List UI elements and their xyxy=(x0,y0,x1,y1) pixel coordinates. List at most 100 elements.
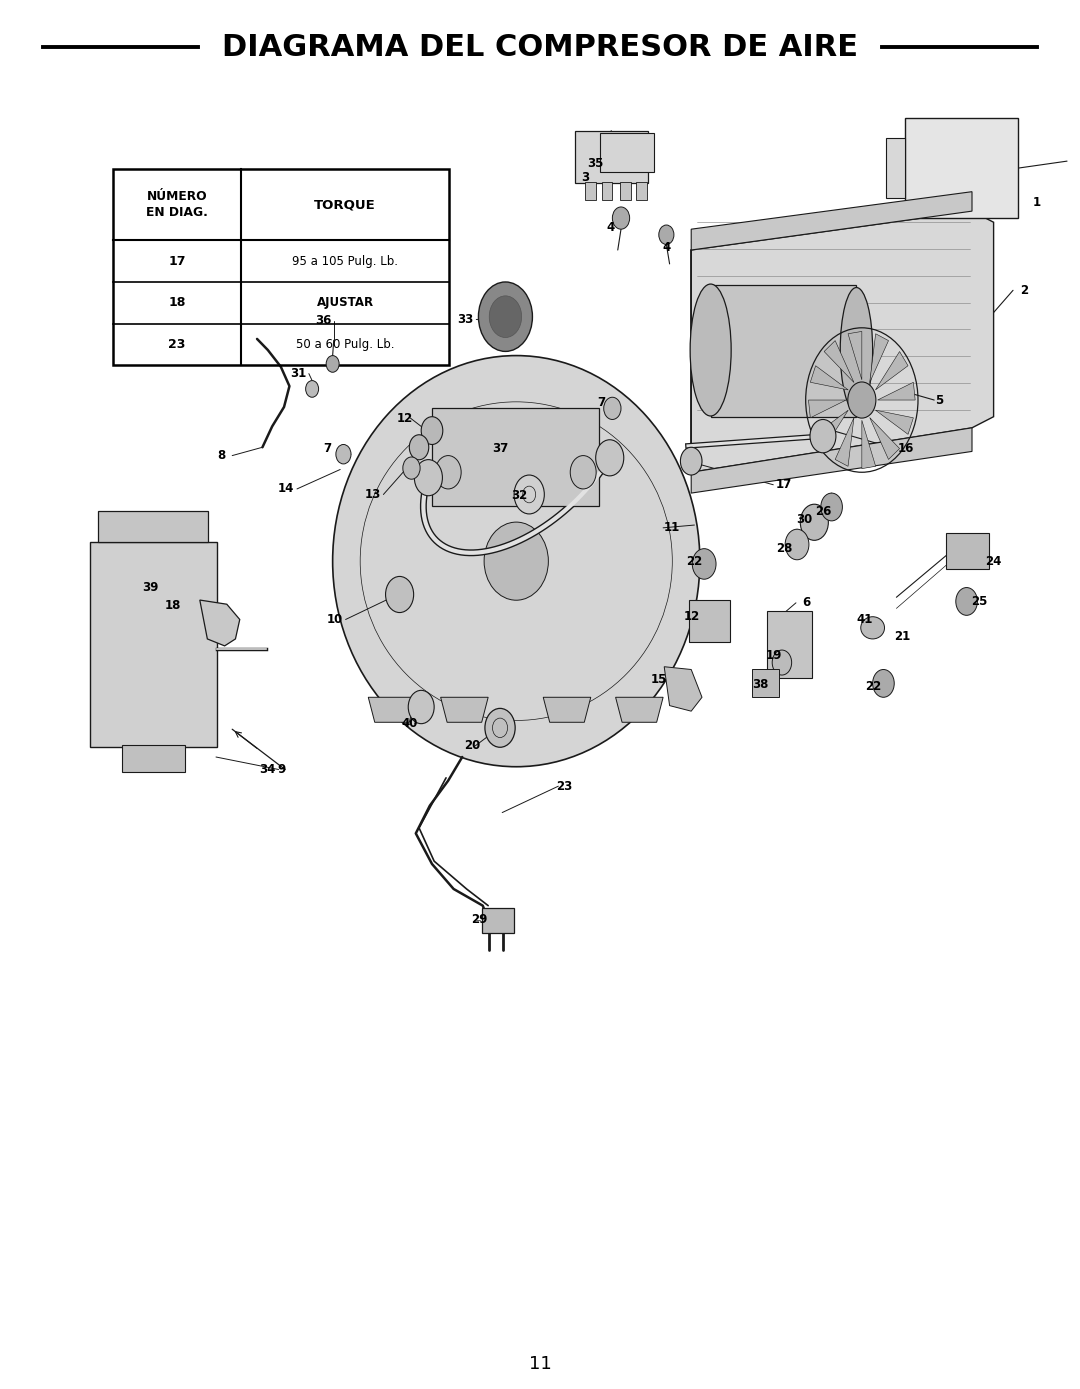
Polygon shape xyxy=(862,421,876,468)
Circle shape xyxy=(326,356,339,372)
Polygon shape xyxy=(368,697,416,722)
Text: 8: 8 xyxy=(217,449,226,463)
Text: 37: 37 xyxy=(491,442,509,456)
Polygon shape xyxy=(543,697,591,722)
Circle shape xyxy=(692,549,716,579)
Polygon shape xyxy=(815,410,848,449)
Bar xyxy=(689,600,730,642)
Bar xyxy=(600,133,654,172)
Text: 25: 25 xyxy=(971,594,988,608)
Text: 5: 5 xyxy=(935,393,944,407)
Polygon shape xyxy=(848,332,862,379)
Text: 12: 12 xyxy=(396,411,414,425)
Circle shape xyxy=(435,456,461,489)
Text: 39: 39 xyxy=(141,581,159,594)
Text: 6: 6 xyxy=(802,596,811,610)
Text: 23: 23 xyxy=(555,779,572,793)
Bar xyxy=(432,408,599,506)
Text: 35: 35 xyxy=(586,157,604,171)
Circle shape xyxy=(478,282,532,351)
Text: 20: 20 xyxy=(463,739,481,753)
Text: TORQUE: TORQUE xyxy=(314,199,376,211)
Polygon shape xyxy=(616,697,663,722)
Circle shape xyxy=(800,504,828,540)
Bar xyxy=(482,908,514,933)
Text: 18: 18 xyxy=(164,599,181,613)
Text: AJUSTAR: AJUSTAR xyxy=(316,296,374,310)
Text: 23: 23 xyxy=(168,338,186,351)
Circle shape xyxy=(485,708,515,747)
Text: 24: 24 xyxy=(985,554,1002,568)
Polygon shape xyxy=(200,600,240,646)
Polygon shape xyxy=(691,211,994,472)
Bar xyxy=(636,182,647,200)
Text: 41: 41 xyxy=(856,613,874,626)
Text: 7: 7 xyxy=(597,396,606,410)
Bar xyxy=(90,542,217,747)
Polygon shape xyxy=(876,410,914,435)
Text: 18: 18 xyxy=(168,296,186,310)
Ellipse shape xyxy=(840,288,873,413)
Polygon shape xyxy=(691,192,972,250)
Ellipse shape xyxy=(333,356,700,767)
Text: 22: 22 xyxy=(686,554,703,568)
Circle shape xyxy=(306,381,319,397)
Circle shape xyxy=(409,435,429,460)
Circle shape xyxy=(821,493,842,521)
Bar xyxy=(711,285,856,417)
Bar xyxy=(752,669,779,697)
Text: 14: 14 xyxy=(278,482,295,496)
Text: 21: 21 xyxy=(893,629,910,643)
Circle shape xyxy=(785,529,809,560)
Circle shape xyxy=(604,397,621,419)
Text: 30: 30 xyxy=(796,513,813,526)
Bar xyxy=(620,182,631,200)
Circle shape xyxy=(659,225,674,244)
Text: 38: 38 xyxy=(752,678,769,692)
Circle shape xyxy=(336,444,351,464)
Text: 26: 26 xyxy=(814,504,832,518)
Circle shape xyxy=(514,475,544,514)
Bar xyxy=(602,182,612,200)
Text: 4: 4 xyxy=(662,240,671,254)
Circle shape xyxy=(680,447,702,475)
Polygon shape xyxy=(835,418,854,467)
Bar xyxy=(585,182,596,200)
Text: 17: 17 xyxy=(775,478,793,492)
Bar xyxy=(575,131,648,183)
Polygon shape xyxy=(664,667,702,711)
Circle shape xyxy=(848,382,876,418)
Text: 17: 17 xyxy=(168,254,186,268)
Text: 22: 22 xyxy=(865,679,882,693)
Text: 33: 33 xyxy=(457,313,474,326)
Ellipse shape xyxy=(484,522,549,600)
Text: 9: 9 xyxy=(278,763,286,776)
Text: 1: 1 xyxy=(1032,196,1041,210)
Circle shape xyxy=(612,207,630,229)
Polygon shape xyxy=(810,365,848,390)
Polygon shape xyxy=(869,333,889,382)
Bar xyxy=(905,118,1018,218)
Polygon shape xyxy=(869,418,900,460)
Text: 4: 4 xyxy=(606,221,615,235)
Circle shape xyxy=(408,690,434,724)
Bar xyxy=(946,533,989,569)
Polygon shape xyxy=(878,382,915,400)
Circle shape xyxy=(489,296,522,338)
Text: 16: 16 xyxy=(897,442,915,456)
Polygon shape xyxy=(441,697,488,722)
Polygon shape xyxy=(876,351,908,390)
Text: 31: 31 xyxy=(289,367,307,381)
Polygon shape xyxy=(886,138,905,199)
Text: 36: 36 xyxy=(314,314,332,328)
Ellipse shape xyxy=(861,617,885,639)
Text: DIAGRAMA DEL COMPRESOR DE AIRE: DIAGRAMA DEL COMPRESOR DE AIRE xyxy=(222,33,858,61)
Circle shape xyxy=(403,457,420,479)
Text: 40: 40 xyxy=(401,717,418,731)
Text: NÚMERO
EN DIAG.: NÚMERO EN DIAG. xyxy=(146,190,208,219)
Text: 15: 15 xyxy=(650,672,667,686)
Text: 28: 28 xyxy=(775,542,793,556)
Circle shape xyxy=(772,650,792,675)
Bar xyxy=(113,169,449,365)
Circle shape xyxy=(873,669,894,697)
